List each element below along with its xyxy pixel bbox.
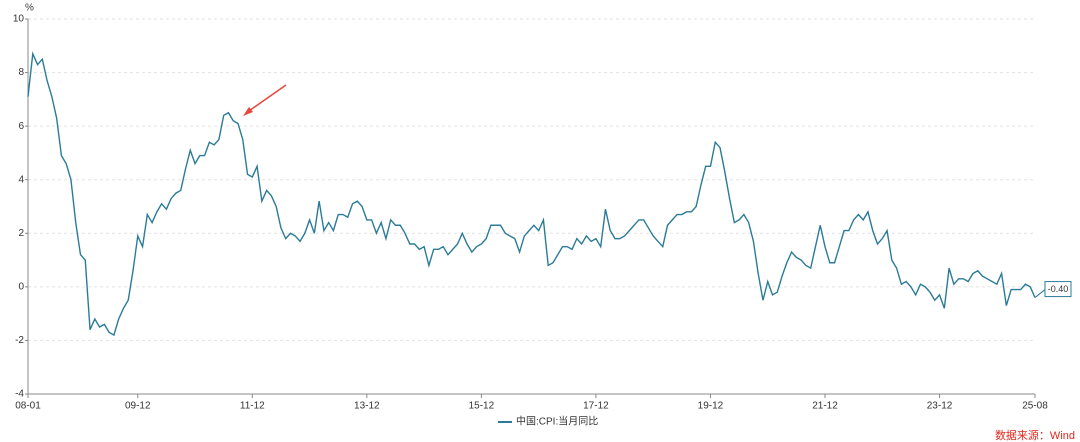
y-unit: % bbox=[25, 3, 34, 14]
y-tick-label: -2 bbox=[15, 335, 24, 346]
line bbox=[27, 51, 1036, 337]
y-tick-label: 6 bbox=[18, 121, 24, 132]
x-tick-label: 13-12 bbox=[354, 401, 380, 412]
label-box bbox=[1044, 281, 1072, 298]
x-tick-label: 23-12 bbox=[927, 401, 953, 412]
x-tick-label: 15-12 bbox=[469, 401, 495, 412]
label-connector bbox=[1034, 289, 1046, 298]
y-tick-label: 10 bbox=[13, 14, 25, 25]
y-tick-label: -4 bbox=[15, 389, 24, 400]
y-tick-label: 0 bbox=[18, 281, 24, 292]
x-tick-label: 17-12 bbox=[583, 401, 609, 412]
x-tick-label: 08-01 bbox=[15, 401, 41, 412]
y-tick-label: 2 bbox=[18, 228, 24, 239]
y-tick-label: 8 bbox=[18, 67, 24, 78]
y-tick-label: 4 bbox=[18, 174, 24, 185]
source: 数据来源：Wind bbox=[995, 428, 1075, 442]
x-tick-label: 19-12 bbox=[698, 401, 724, 412]
x-tick-label: 11-12 bbox=[240, 401, 265, 412]
value-label: -0.40 bbox=[1048, 284, 1069, 294]
x-tick-label: 09-12 bbox=[125, 401, 151, 412]
x-tick-label: 25-08 bbox=[1022, 401, 1048, 412]
annotation-arrow bbox=[245, 84, 287, 114]
annotation-arrowhead bbox=[243, 107, 253, 116]
x-tick-label: 21-12 bbox=[812, 401, 838, 412]
legend-label: 中国:CPI:当月同比 bbox=[516, 415, 598, 428]
